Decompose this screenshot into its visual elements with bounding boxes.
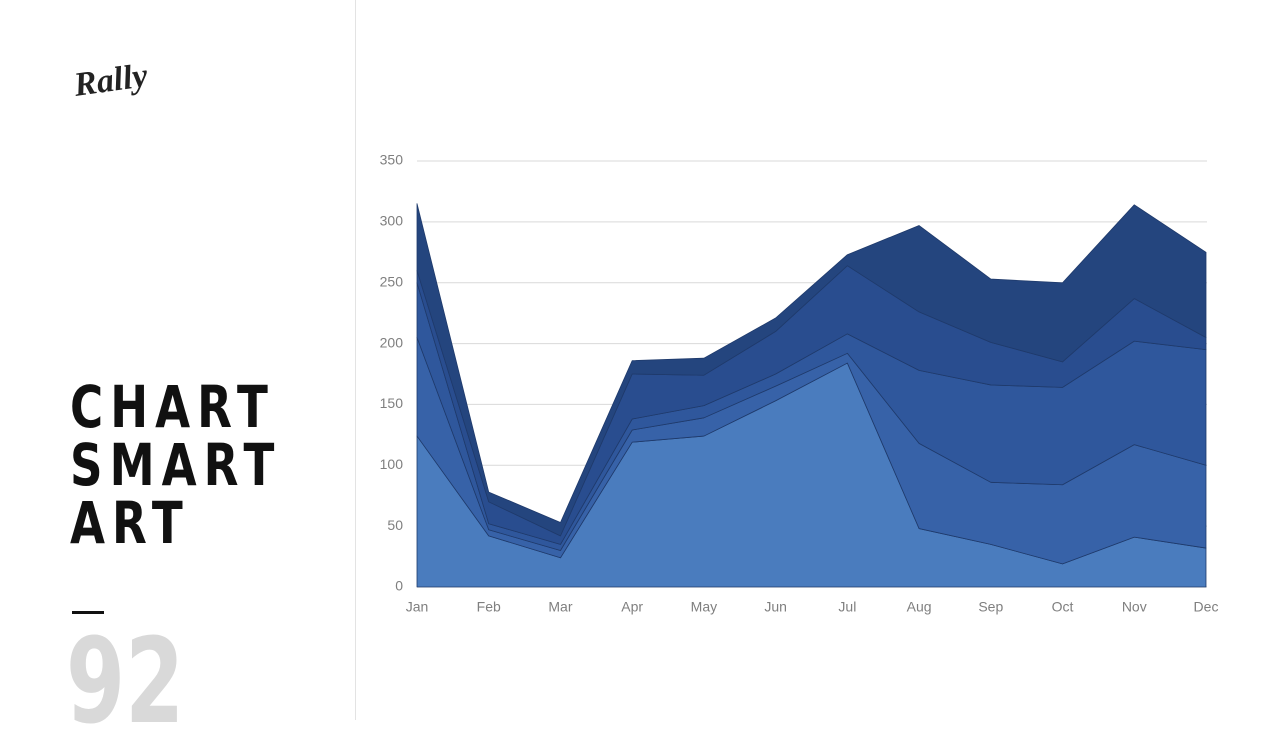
title-line: CHART: [70, 373, 275, 441]
x-tick-label: Jan: [406, 599, 429, 615]
title-line: SMART: [70, 431, 282, 499]
slide-title: CHART SMART ART: [70, 378, 281, 552]
x-tick-label: May: [691, 599, 717, 615]
x-tick-label: Jul: [838, 599, 856, 615]
x-tick-label: Mar: [548, 599, 572, 615]
x-tick-label: Sep: [978, 599, 1003, 615]
y-tick-label: 250: [380, 273, 404, 289]
x-tick-label: Dec: [1194, 599, 1219, 615]
x-tick-label: Oct: [1052, 599, 1074, 615]
slide: Rally CHART SMART ART 92 0 50 100 150 200 250…: [66, 0, 1219, 740]
x-tick-label: Aug: [907, 599, 932, 615]
area: [416, 203, 1207, 537]
x-tick-label: Jun: [764, 599, 787, 615]
x-tick-label: Feb: [477, 599, 501, 615]
y-tick-label: 300: [380, 213, 404, 229]
y-tick-label: 200: [380, 334, 404, 350]
x-tick-label: Nov: [1122, 599, 1147, 615]
y-tick-label: 50: [387, 517, 403, 533]
divider: [355, 0, 356, 720]
y-tick-label: 350: [380, 152, 404, 168]
y-tick-label: 100: [380, 456, 404, 472]
chart: 0 50 100 150 200 250 300 350 Jan Feb Mar Apr May Jun J…: [380, 152, 1219, 615]
y-tick-label: 0: [395, 578, 403, 594]
x-tick-label: Apr: [621, 599, 643, 615]
dash: [72, 611, 104, 614]
y-tick-label: 150: [380, 395, 404, 411]
title-line: ART: [70, 489, 190, 557]
